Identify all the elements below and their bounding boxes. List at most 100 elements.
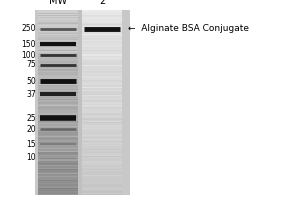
Bar <box>82 49 122 51</box>
Bar <box>82 157 122 158</box>
Bar <box>82 97 122 99</box>
Bar <box>82 38 122 40</box>
Bar <box>38 46 78 48</box>
Bar <box>35 10 130 195</box>
Bar <box>38 51 78 53</box>
Bar <box>38 28 78 29</box>
Bar <box>82 86 122 88</box>
Bar <box>38 143 78 144</box>
Bar <box>82 93 122 94</box>
Bar <box>38 141 78 142</box>
Bar <box>38 47 78 49</box>
Bar <box>82 89 122 90</box>
Bar <box>38 84 78 86</box>
Bar <box>82 58 122 59</box>
Bar <box>82 120 122 121</box>
Text: 50: 50 <box>26 77 36 86</box>
Bar <box>82 139 122 140</box>
Bar <box>82 153 122 154</box>
Bar <box>38 93 78 94</box>
Bar <box>38 139 78 140</box>
Bar <box>82 17 122 18</box>
Bar <box>82 133 122 134</box>
Bar <box>82 145 122 146</box>
Bar <box>82 33 122 34</box>
Bar <box>82 82 122 83</box>
Bar <box>38 155 78 156</box>
Bar <box>82 140 122 141</box>
Bar <box>82 59 122 60</box>
Bar <box>82 36 122 38</box>
Bar <box>82 69 122 70</box>
Bar <box>38 19 78 20</box>
Bar <box>82 32 122 33</box>
Bar <box>82 29 122 30</box>
Bar <box>82 13 122 15</box>
Bar <box>38 136 78 138</box>
Bar <box>38 79 78 80</box>
Bar <box>82 50 122 52</box>
Bar <box>82 22 122 23</box>
Bar <box>38 163 78 164</box>
Bar <box>38 74 78 76</box>
Bar <box>38 85 78 87</box>
Bar <box>38 15 78 16</box>
Bar <box>38 175 78 176</box>
Bar <box>82 59 122 61</box>
Bar <box>82 24 122 26</box>
Bar <box>82 14 122 16</box>
Bar <box>38 132 78 133</box>
Bar <box>82 142 122 143</box>
Bar <box>82 31 122 32</box>
Bar <box>38 68 78 69</box>
Bar <box>38 42 78 43</box>
Bar <box>82 146 122 148</box>
Bar <box>38 146 78 148</box>
Bar <box>82 64 122 66</box>
Bar <box>82 99 122 101</box>
Bar <box>82 96 122 97</box>
Bar <box>38 150 78 152</box>
Bar <box>38 14 78 16</box>
Bar <box>82 83 122 84</box>
Bar <box>82 178 122 179</box>
Bar <box>82 165 122 166</box>
Bar <box>38 188 78 189</box>
Bar <box>38 90 78 91</box>
Bar <box>82 60 122 62</box>
Bar <box>82 41 122 42</box>
Bar <box>82 170 122 172</box>
Text: ←  Alginate BSA Conjugate: ← Alginate BSA Conjugate <box>128 24 249 33</box>
Bar <box>82 87 122 89</box>
Bar <box>82 90 122 91</box>
Bar <box>38 13 78 15</box>
Bar <box>82 9 122 11</box>
Bar <box>38 16 78 17</box>
Bar <box>38 69 78 70</box>
Bar <box>82 162 122 164</box>
Bar <box>82 182 122 183</box>
Bar <box>38 9 78 11</box>
Bar <box>82 190 122 191</box>
Bar <box>82 16 122 17</box>
Bar <box>82 63 122 65</box>
Bar <box>38 107 78 108</box>
Bar <box>82 166 122 167</box>
Bar <box>38 160 78 162</box>
Bar <box>78 10 82 195</box>
Bar <box>38 63 78 65</box>
Bar <box>38 109 78 111</box>
Text: 15: 15 <box>26 140 36 149</box>
Bar <box>82 71 122 73</box>
Bar <box>82 110 122 112</box>
Bar <box>82 71 122 72</box>
Bar <box>38 71 78 72</box>
Bar <box>38 108 78 109</box>
Bar <box>82 128 122 129</box>
Bar <box>82 123 122 125</box>
Bar <box>38 58 78 59</box>
Bar <box>82 180 122 181</box>
Bar <box>82 34 122 35</box>
Bar <box>38 181 78 182</box>
Bar <box>38 106 78 107</box>
